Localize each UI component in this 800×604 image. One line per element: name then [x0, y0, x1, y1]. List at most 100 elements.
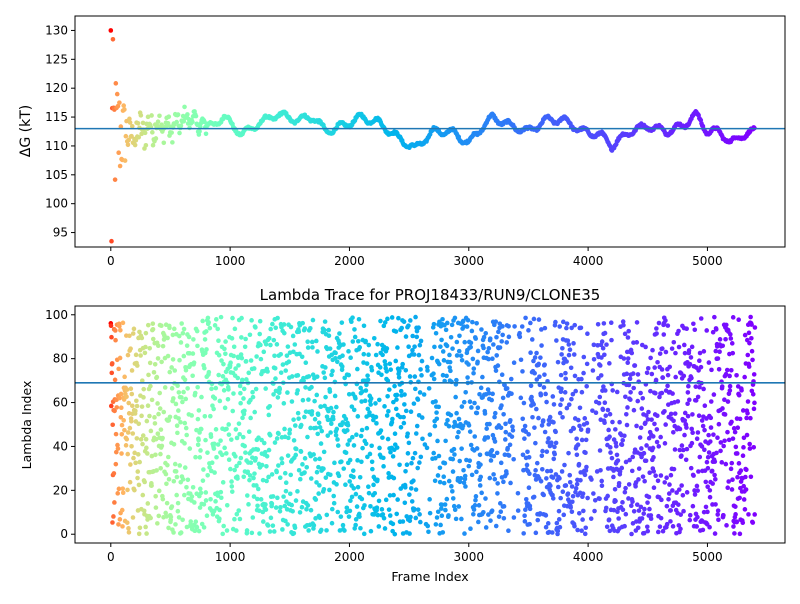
lambda-point [572, 373, 578, 379]
lambda-point [569, 325, 574, 331]
lambda-point [603, 413, 609, 418]
dg-point [118, 124, 124, 129]
lambda-point [366, 490, 372, 496]
lambda-point [394, 392, 400, 398]
lambda-point [144, 531, 149, 536]
lambda-point [302, 470, 307, 475]
lambda-point [133, 352, 139, 358]
lambda-point [130, 431, 136, 436]
lambda-point [475, 348, 481, 354]
lambda-point [136, 482, 142, 488]
lambda-point [370, 466, 375, 472]
lambda-point [175, 508, 181, 514]
lambda-point [358, 433, 364, 439]
lambda-point [653, 377, 659, 383]
lambda-point [156, 411, 161, 417]
lambda-point [163, 471, 169, 477]
lambda-point [162, 385, 168, 390]
lambda-point [382, 320, 388, 325]
lambda-point [322, 375, 328, 381]
lambda-point [648, 516, 654, 522]
lambda-point [376, 397, 382, 403]
lambda-point [722, 412, 728, 417]
lambda-point [434, 515, 440, 520]
dg-point [125, 142, 131, 148]
lambda-point [717, 349, 722, 354]
lambda-point [272, 365, 278, 371]
lambda-point [496, 514, 502, 519]
lambda-point [531, 494, 537, 500]
lambda-point [110, 520, 115, 525]
lambda-point [569, 396, 574, 402]
lambda-point [397, 414, 403, 420]
lambda-point [714, 450, 719, 456]
lambda-point [116, 486, 122, 492]
lambda-point [605, 407, 611, 413]
lambda-point [456, 429, 461, 435]
lambda-point [346, 372, 352, 378]
lambda-point [110, 422, 116, 428]
lambda-point [122, 427, 127, 433]
lambda-point [397, 368, 402, 374]
dg-point [132, 142, 138, 148]
lambda-point [175, 383, 180, 389]
lambda-point [197, 505, 203, 510]
lambda-point [347, 508, 353, 514]
lambda-point [528, 383, 534, 389]
dg-point [153, 136, 159, 141]
lambda-point [127, 479, 133, 485]
lambda-point [512, 324, 517, 329]
lambda-point [302, 326, 308, 331]
lambda-point [621, 356, 627, 361]
lambda-point [682, 350, 688, 356]
lambda-point [644, 524, 650, 530]
lambda-point [633, 484, 638, 489]
lambda-point [257, 531, 262, 536]
lambda-point [193, 454, 198, 460]
lambda-point [493, 319, 499, 324]
lambda-point [169, 386, 175, 391]
lambda-point [635, 525, 641, 531]
lambda-point [677, 447, 683, 453]
lambda-point [375, 477, 380, 483]
lambda-point [444, 343, 450, 349]
lambda-point [636, 508, 642, 513]
lambda-point [554, 520, 560, 526]
lambda-point [609, 337, 614, 343]
lambda-point [602, 352, 607, 358]
lambda-point [523, 315, 528, 321]
lambda-point [204, 347, 209, 352]
lambda-point [469, 472, 475, 478]
lambda-point [730, 436, 736, 441]
lambda-point [267, 433, 273, 438]
lambda-point [314, 469, 320, 475]
y-tick-label: 120 [45, 81, 68, 95]
lambda-point [171, 326, 177, 332]
lambda-point [581, 370, 586, 376]
lambda-point [482, 411, 488, 416]
lambda-point [152, 421, 158, 426]
lambda-point [224, 451, 229, 456]
lambda-point [306, 397, 311, 402]
lambda-point [474, 320, 479, 326]
lambda-point [708, 425, 714, 430]
lambda-point [155, 431, 161, 436]
lambda-point [350, 315, 355, 320]
lambda-point [220, 480, 226, 485]
lambda-point [392, 531, 398, 537]
lambda-point [701, 386, 706, 392]
dg-point [114, 91, 120, 97]
lambda-point [343, 482, 348, 488]
lambda-point [111, 471, 117, 476]
lambda-point [704, 328, 710, 333]
lambda-point [533, 468, 538, 473]
lambda-point [246, 502, 251, 507]
lambda-point [727, 373, 732, 379]
lambda-point [436, 361, 442, 367]
lambda-point [685, 390, 691, 395]
lambda-point [387, 361, 393, 367]
lambda-point [151, 370, 157, 375]
lambda-point [442, 502, 448, 507]
lambda-point [539, 423, 545, 428]
lambda-point [131, 455, 136, 461]
